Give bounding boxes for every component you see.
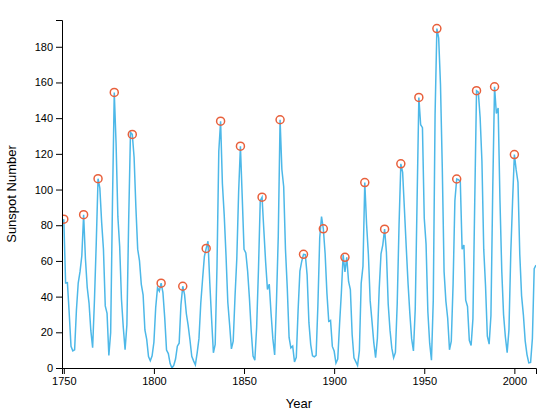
y-tick-label: 140 (35, 112, 53, 124)
peak-marker (361, 179, 369, 187)
y-tick-label: 0 (47, 362, 53, 374)
line (62, 29, 536, 368)
x-tick-label: 1800 (142, 375, 166, 387)
peak-markers (62, 25, 518, 291)
peak-marker (258, 193, 266, 201)
chart: 1750 1800 1850 1900 1950 2000 0 20 40 60 80 100 120 1… (0, 0, 560, 420)
y-tick-mark (56, 47, 62, 48)
y-tick: 80 (41, 219, 62, 231)
x-tick-label: 1750 (52, 375, 76, 387)
y-tick: 20 (41, 326, 62, 338)
y-tick: 100 (35, 184, 62, 196)
peak-marker (341, 253, 349, 261)
x-tick: 1850 (232, 368, 256, 387)
x-tick-mark (154, 368, 155, 374)
peak-marker (202, 244, 210, 252)
y-tick-label: 20 (41, 326, 53, 338)
peak-marker (179, 282, 187, 290)
peak-marker (217, 117, 225, 125)
x-tick-mark (514, 368, 515, 374)
peak-marker (94, 175, 102, 183)
peak-marker (433, 25, 441, 33)
x-tick-label: 2000 (503, 375, 527, 387)
y-tick-mark (56, 297, 62, 298)
y-tick-mark (56, 118, 62, 119)
y-axis-title: Sunspot Number (4, 145, 19, 243)
x-axis-line (63, 369, 537, 375)
y-axis: 0 20 40 60 80 100 120 140 160 180 (35, 21, 63, 375)
x-tick: 1900 (322, 368, 346, 387)
y-tick-label: 40 (41, 291, 53, 303)
peak-marker (319, 225, 327, 233)
y-tick: 180 (35, 41, 62, 53)
x-tick-mark (244, 368, 245, 374)
y-tick-mark (56, 225, 62, 226)
y-tick-label: 120 (35, 148, 53, 160)
peak-marker (415, 93, 423, 101)
y-tick: 0 (47, 362, 62, 374)
peak-marker (80, 211, 88, 219)
peak-marker (157, 279, 165, 287)
plot: 1750 1800 1850 1900 1950 2000 0 20 40 60 80 100 120 1… (35, 21, 537, 387)
y-tick: 140 (35, 112, 62, 124)
y-tick-label: 180 (35, 41, 53, 53)
x-tick-label: 1850 (232, 375, 256, 387)
x-tick-mark (334, 368, 335, 374)
peak-marker (453, 175, 461, 183)
x-tick: 1750 (52, 368, 76, 387)
y-tick-mark (56, 261, 62, 262)
y-tick-mark (56, 82, 62, 83)
y-tick-mark (56, 368, 62, 369)
x-tick: 1950 (413, 368, 437, 387)
peak-marker (300, 250, 308, 258)
x-tick-mark (64, 368, 65, 374)
y-tick: 60 (41, 255, 62, 267)
peak-marker (491, 83, 499, 91)
y-tick-label: 60 (41, 255, 53, 267)
x-tick-label: 1950 (413, 375, 437, 387)
x-axis: 1750 1800 1850 1900 1950 2000 (52, 368, 536, 387)
peak-marker (276, 116, 284, 124)
peak-marker (128, 130, 136, 138)
y-tick-label: 80 (41, 219, 53, 231)
y-tick-mark (56, 154, 62, 155)
peak-marker (397, 160, 405, 168)
peak-marker (110, 88, 118, 96)
peak-marker (236, 142, 244, 150)
y-tick: 160 (35, 76, 62, 88)
x-tick: 2000 (503, 368, 527, 387)
peak-marker (510, 151, 518, 159)
peak-marker (473, 87, 481, 95)
x-tick: 1800 (142, 368, 166, 387)
x-tick-label: 1900 (322, 375, 346, 387)
y-tick-mark (56, 332, 62, 333)
y-tick: 40 (41, 291, 62, 303)
y-tick-label: 100 (35, 184, 53, 196)
y-tick-mark (56, 190, 62, 191)
peak-marker (381, 225, 389, 233)
marks (62, 25, 536, 368)
y-axis-line (56, 21, 63, 369)
x-tick-mark (424, 368, 425, 374)
y-tick: 120 (35, 148, 62, 160)
y-tick-label: 160 (35, 76, 53, 88)
x-axis-title: Year (286, 396, 313, 411)
